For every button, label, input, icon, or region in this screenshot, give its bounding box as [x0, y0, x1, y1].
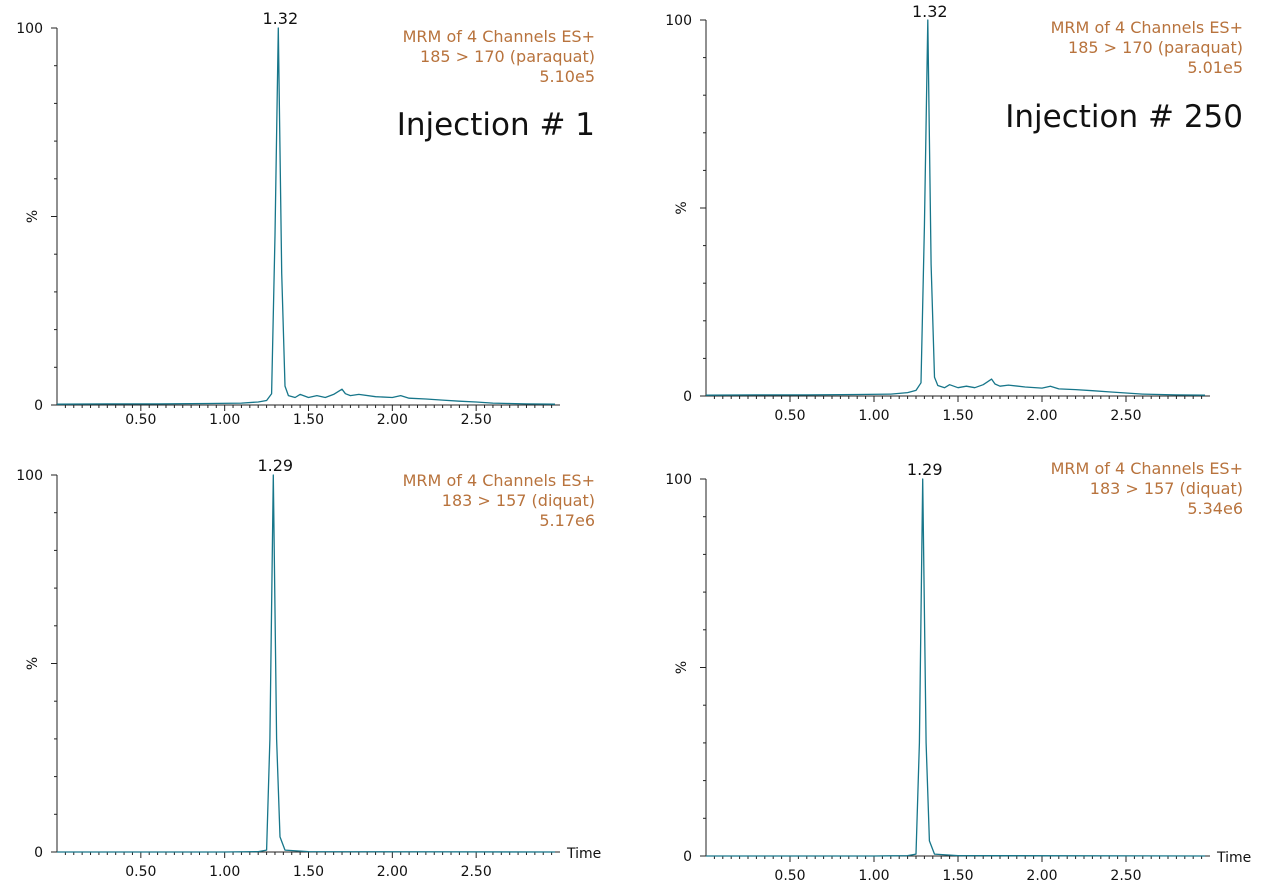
chart-top-left: 0.50 1.00 1.50 2.00 2.50 0 100% 1.32 MRM of 4 Ch… — [16, 9, 595, 428]
channel-header-line: 5.01e5 — [1187, 58, 1243, 77]
x-tick-label: 0.50 — [125, 864, 156, 880]
chromatogram-trace — [706, 478, 1206, 857]
x-tick-label: 1.00 — [858, 408, 889, 424]
y-axis-label: % — [674, 661, 690, 674]
peak-retention-label: 1.29 — [257, 456, 293, 475]
channel-header-line: 185 > 170 (paraquat) — [420, 47, 595, 66]
x-tick-label: 1.50 — [942, 868, 973, 884]
x-tick-label: 2.50 — [461, 864, 492, 880]
y-tick-label: 0 — [34, 845, 43, 861]
channel-header-line: 183 > 157 (diquat) — [442, 491, 595, 510]
channel-header-line: MRM of 4 Channels ES+ — [403, 471, 595, 490]
y-axis-label: % — [674, 201, 690, 214]
y-tick-label: 100 — [665, 472, 692, 488]
y-tick-label: 100 — [16, 468, 43, 484]
x-tick-label: 2.00 — [377, 412, 408, 428]
x-tick-label: 1.50 — [942, 408, 973, 424]
chart-bottom-left: 0.50 1.00 1.50 2.00 2.50 0 100% Time 1.29 MRM of … — [16, 456, 601, 880]
y-axis-label: % — [25, 210, 41, 223]
channel-header-line: MRM of 4 Channels ES+ — [1051, 459, 1243, 478]
x-tick-label: 2.50 — [461, 412, 492, 428]
peak-retention-label: 1.32 — [263, 9, 299, 28]
x-tick-label: 1.00 — [858, 868, 889, 884]
chart-top-right: 0.50 1.00 1.50 2.00 2.50 0 100% 1.32 MRM of 4 Ch… — [665, 2, 1243, 424]
x-tick-label: 1.50 — [293, 864, 324, 880]
peak-retention-label: 1.29 — [907, 460, 943, 479]
y-tick-label: 0 — [34, 398, 43, 414]
x-axis-label: Time — [1216, 850, 1251, 866]
y-tick-label: 100 — [16, 21, 43, 37]
channel-header-line: 185 > 170 (paraquat) — [1068, 38, 1243, 57]
x-tick-label: 2.00 — [1026, 408, 1057, 424]
x-tick-label: 2.00 — [377, 864, 408, 880]
x-tick-label: 1.00 — [209, 864, 240, 880]
y-tick-label: 100 — [665, 13, 692, 29]
chart-bottom-right: 0.50 1.00 1.50 2.00 2.50 0 100% Time 1.29 MRM of … — [665, 459, 1251, 884]
injection-label: Injection # 1 — [397, 107, 595, 143]
chromatogram-trace — [57, 474, 556, 853]
x-tick-label: 1.50 — [293, 412, 324, 428]
x-tick-label: 2.50 — [1110, 408, 1141, 424]
channel-header-line: 5.34e6 — [1187, 499, 1243, 518]
injection-label: Injection # 250 — [1005, 99, 1243, 135]
y-tick-label: 0 — [683, 389, 692, 405]
channel-header-line: 183 > 157 (diquat) — [1090, 479, 1243, 498]
channel-header-line: 5.17e6 — [539, 511, 595, 530]
channel-header-line: 5.10e5 — [539, 67, 595, 86]
x-tick-label: 0.50 — [125, 412, 156, 428]
x-tick-label: 0.50 — [774, 868, 805, 884]
channel-header-line: MRM of 4 Channels ES+ — [403, 27, 595, 46]
x-axis-label: Time — [566, 846, 601, 862]
peak-retention-label: 1.32 — [912, 2, 948, 21]
x-tick-label: 2.50 — [1110, 868, 1141, 884]
x-tick-label: 1.00 — [209, 412, 240, 428]
y-tick-label: 0 — [683, 849, 692, 865]
x-tick-label: 0.50 — [774, 408, 805, 424]
y-axis-label: % — [25, 657, 41, 670]
chromatogram-trace — [705, 19, 1206, 396]
x-tick-label: 2.00 — [1026, 868, 1057, 884]
channel-header-line: MRM of 4 Channels ES+ — [1051, 18, 1243, 37]
chromatogram-trace — [56, 27, 556, 405]
